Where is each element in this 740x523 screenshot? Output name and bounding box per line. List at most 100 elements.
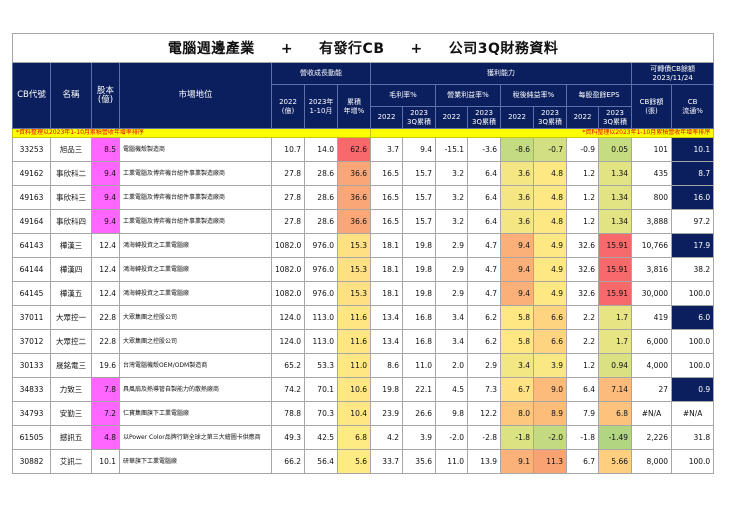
net-margin-2022-cell: 3.4 bbox=[500, 353, 534, 378]
cb-balance-cell: 8,000 bbox=[631, 449, 672, 474]
revenue-growth-cell: 15.3 bbox=[337, 281, 371, 306]
capital-cell: 12.4 bbox=[91, 233, 120, 258]
eps-2023-cell: 15.91 bbox=[598, 233, 632, 258]
op-margin-2023-cell: 6.2 bbox=[467, 329, 501, 354]
revenue-growth-cell: 11.6 bbox=[337, 305, 371, 330]
cb-float-cell: 16.0 bbox=[670, 185, 715, 210]
revenue-2022-cell: 124.0 bbox=[271, 305, 305, 330]
group-net-margin: 稅後純益率% bbox=[500, 84, 567, 107]
capital-cell: 7.2 bbox=[91, 401, 120, 426]
table-row: 37012 大眾控二 22.8 大眾集團之控股公司 124.0 113.0 11… bbox=[12, 329, 715, 354]
cb-code-cell: 37011 bbox=[12, 305, 51, 330]
gross-margin-2023-cell: 26.6 bbox=[402, 401, 436, 426]
name-cell: 樺漢四 bbox=[50, 257, 92, 282]
market-position-cell: 工業電腦及博弈機台組件事業製造廠商 bbox=[119, 209, 272, 234]
op-margin-2023-cell: -3.6 bbox=[467, 137, 501, 162]
gross-margin-2023-cell: 15.7 bbox=[402, 161, 436, 186]
cb-float-cell: 100.0 bbox=[670, 353, 715, 378]
market-position-cell: 大眾集團之控股公司 bbox=[119, 305, 272, 330]
net-margin-2022-cell: 6.7 bbox=[500, 377, 534, 402]
col-name: 名稱 bbox=[50, 62, 92, 129]
capital-cell: 22.8 bbox=[91, 329, 120, 354]
gross-margin-2022-cell: 19.8 bbox=[370, 377, 403, 402]
group-gross-margin: 毛利率% bbox=[370, 84, 436, 107]
cb-float-cell: 6.0 bbox=[670, 305, 715, 330]
gross-margin-2022-cell: 3.7 bbox=[370, 137, 403, 162]
op-margin-2022-cell: 3.2 bbox=[435, 209, 468, 234]
eps-2022-cell: 1.2 bbox=[566, 161, 599, 186]
cb-float-cell: 38.2 bbox=[670, 257, 715, 282]
eps-2023-cell: 5.66 bbox=[598, 449, 632, 474]
eps-2022-cell: 1.2 bbox=[566, 185, 599, 210]
cb-code-cell: 64145 bbox=[12, 281, 51, 306]
name-cell: 大眾控二 bbox=[50, 329, 92, 354]
net-margin-2023-cell: 3.9 bbox=[533, 353, 567, 378]
net-margin-2022-cell: 3.6 bbox=[500, 185, 534, 210]
cb-float-cell: #N/A bbox=[670, 401, 715, 426]
table-row: 33253 旭品三 8.5 電腦機殼製造商 10.7 14.0 62.6 3.7… bbox=[12, 137, 715, 162]
capital-cell: 12.4 bbox=[91, 257, 120, 282]
cb-float-cell: 8.7 bbox=[670, 161, 715, 186]
revenue-2022-cell: 10.7 bbox=[271, 137, 305, 162]
sort-note-right: *資料整理以2023年1-10月累積營收年增率排序 bbox=[369, 128, 715, 138]
op-margin-2022-cell: -2.0 bbox=[435, 425, 468, 450]
cb-code-cell: 34793 bbox=[12, 401, 51, 426]
eps-2022-cell: 1.2 bbox=[566, 209, 599, 234]
cb-code-cell: 30133 bbox=[12, 353, 51, 378]
capital-cell: 9.4 bbox=[91, 185, 120, 210]
col-gm-2023: 2023 3Q累積 bbox=[402, 106, 436, 129]
table-row: 37011 大眾控一 22.8 大眾集團之控股公司 124.0 113.0 11… bbox=[12, 305, 715, 330]
cb-balance-cell: 435 bbox=[631, 161, 672, 186]
eps-2022-cell: 6.4 bbox=[566, 377, 599, 402]
cb-balance-cell: 27 bbox=[631, 377, 672, 402]
title-part-cb: 有發行CB bbox=[319, 41, 385, 57]
gross-margin-2022-cell: 18.1 bbox=[370, 257, 403, 282]
gross-margin-2023-cell: 19.8 bbox=[402, 281, 436, 306]
op-margin-2023-cell: -2.8 bbox=[467, 425, 501, 450]
cb-code-cell: 34833 bbox=[12, 377, 51, 402]
col-eps-2023: 2023 3Q累積 bbox=[598, 106, 632, 129]
eps-2022-cell: 2.2 bbox=[566, 305, 599, 330]
net-margin-2022-cell: -8.6 bbox=[500, 137, 534, 162]
revenue-2023-cell: 28.6 bbox=[304, 185, 338, 210]
cb-balance-cell: 2,226 bbox=[631, 425, 672, 450]
capital-cell: 12.4 bbox=[91, 281, 120, 306]
gross-margin-2023-cell: 19.8 bbox=[402, 257, 436, 282]
name-cell: 晟銘電三 bbox=[50, 353, 92, 378]
market-position-cell: 電腦機殼製造商 bbox=[119, 137, 272, 162]
name-cell: 安勤三 bbox=[50, 401, 92, 426]
net-margin-2022-cell: 3.6 bbox=[500, 209, 534, 234]
net-margin-2022-cell: 3.6 bbox=[500, 161, 534, 186]
gross-margin-2023-cell: 3.9 bbox=[402, 425, 436, 450]
name-cell: 力致三 bbox=[50, 377, 92, 402]
op-margin-2022-cell: 3.4 bbox=[435, 329, 468, 354]
net-margin-2023-cell: -2.0 bbox=[533, 425, 567, 450]
eps-2023-cell: 0.94 bbox=[598, 353, 632, 378]
gross-margin-2023-cell: 15.7 bbox=[402, 209, 436, 234]
op-margin-2022-cell: 2.9 bbox=[435, 281, 468, 306]
revenue-2022-cell: 66.2 bbox=[271, 449, 305, 474]
name-cell: 艾訊二 bbox=[50, 449, 92, 474]
eps-2023-cell: 6.8 bbox=[598, 401, 632, 426]
revenue-2023-cell: 14.0 bbox=[304, 137, 338, 162]
revenue-growth-cell: 15.3 bbox=[337, 257, 371, 282]
op-margin-2023-cell: 12.2 bbox=[467, 401, 501, 426]
cb-float-cell: 17.9 bbox=[670, 233, 715, 258]
revenue-2023-cell: 28.6 bbox=[304, 209, 338, 234]
group-eps: 每股盈餘EPS bbox=[566, 84, 632, 107]
revenue-growth-cell: 10.4 bbox=[337, 401, 371, 426]
gross-margin-2023-cell: 16.8 bbox=[402, 329, 436, 354]
eps-2023-cell: 1.7 bbox=[598, 329, 632, 354]
revenue-2022-cell: 65.2 bbox=[271, 353, 305, 378]
op-margin-2023-cell: 4.7 bbox=[467, 281, 501, 306]
name-cell: 樺漢五 bbox=[50, 281, 92, 306]
op-margin-2023-cell: 13.9 bbox=[467, 449, 501, 474]
col-cb-balance: CB餘額 (張) bbox=[631, 84, 672, 129]
eps-2022-cell: 7.9 bbox=[566, 401, 599, 426]
net-margin-2022-cell: 9.4 bbox=[500, 233, 534, 258]
group-cb-balance: 可轉債CB餘額 2023/11/24 bbox=[630, 62, 715, 85]
col-eps-2022: 2022 bbox=[566, 106, 599, 129]
eps-2023-cell: -1.49 bbox=[598, 425, 632, 450]
cb-balance-cell: 3,816 bbox=[631, 257, 672, 282]
revenue-2023-cell: 53.3 bbox=[304, 353, 338, 378]
